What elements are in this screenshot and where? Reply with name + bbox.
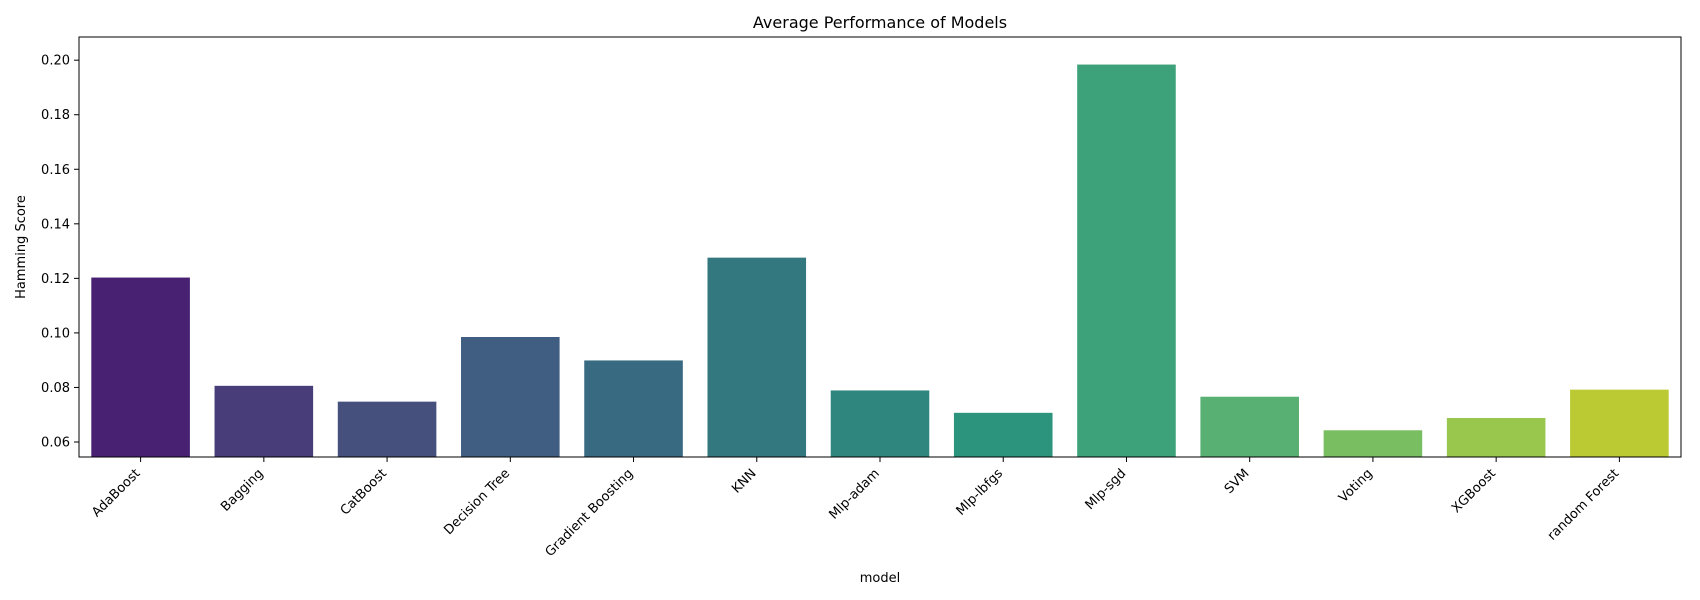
x-tick-label: Mlp-sgd <box>1083 466 1130 513</box>
bar-xgboost <box>1446 418 1546 457</box>
bar-voting <box>1323 430 1423 457</box>
bar-gradient-boosting <box>584 360 683 457</box>
bar-adaboost <box>91 277 190 457</box>
x-axis: AdaBoost Bagging CatBoost Decision Tree Grad… <box>89 457 1622 560</box>
x-tick-label: Voting <box>1336 466 1376 506</box>
x-tick-label: Mlp-lbfgs <box>954 466 1007 519</box>
x-tick-label: Decision Tree <box>441 466 513 538</box>
x-tick-label: CatBoost <box>338 466 390 518</box>
y-axis: 0.06 0.08 0.10 0.12 0.14 0.16 0.18 0.20 <box>41 54 79 451</box>
y-tick-label: 0.16 <box>41 163 70 178</box>
x-tick-label: XGBoost <box>1449 466 1499 516</box>
bar-svm <box>1200 396 1299 457</box>
y-tick-label: 0.14 <box>41 217 70 232</box>
y-tick-label: 0.08 <box>41 381 70 396</box>
x-tick-label: SVM <box>1222 466 1253 497</box>
bar-random-forest <box>1570 389 1669 457</box>
x-axis-title: model <box>860 571 900 586</box>
bar-decision-tree <box>461 337 560 457</box>
bar-bagging <box>214 385 314 457</box>
bar-knn <box>707 257 807 457</box>
x-tick-label: AdaBoost <box>89 466 143 520</box>
y-axis-title: Hamming Score <box>14 195 29 299</box>
y-tick-label: 0.06 <box>41 436 70 451</box>
x-tick-label: random Forest <box>1545 466 1622 543</box>
y-tick-label: 0.12 <box>41 272 70 287</box>
bar-catboost <box>337 401 437 457</box>
y-tick-label: 0.18 <box>41 108 70 123</box>
bar-mlp-lbfgs <box>953 412 1053 457</box>
bar-mlp-sgd <box>1077 64 1176 458</box>
x-tick-label: KNN <box>729 466 759 496</box>
y-tick-label: 0.10 <box>41 326 70 341</box>
chart-title: Average Performance of Models <box>753 13 1007 32</box>
y-tick-label: 0.20 <box>41 54 70 69</box>
x-tick-label: Bagging <box>218 466 266 514</box>
bars-group <box>91 64 1669 458</box>
x-tick-label: Mlp-adam <box>827 466 883 522</box>
x-tick-label: Gradient Boosting <box>543 466 637 560</box>
bar-mlp-adam <box>830 390 930 457</box>
